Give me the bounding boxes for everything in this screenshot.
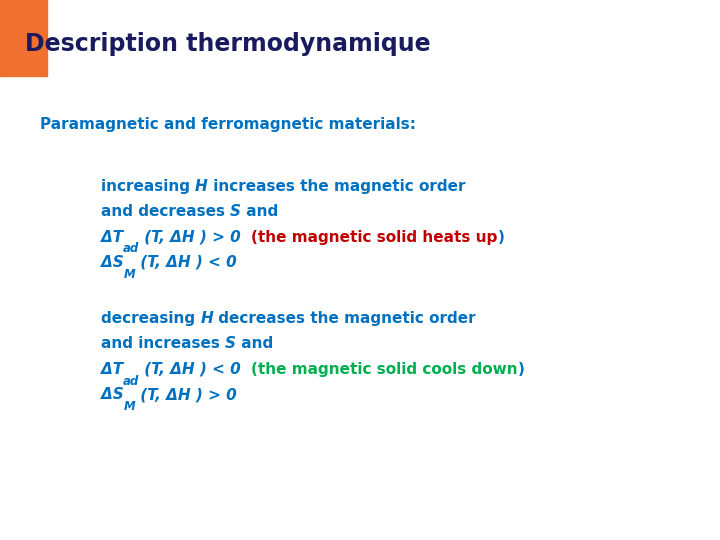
Text: ΔT: ΔT [101, 230, 123, 245]
Text: ): ) [498, 230, 505, 245]
Text: ad: ad [123, 242, 139, 255]
Text: decreases the magnetic order: decreases the magnetic order [213, 311, 475, 326]
Text: S: S [225, 336, 236, 352]
Text: (the magnetic solid cools down: (the magnetic solid cools down [251, 362, 518, 377]
Text: (T, ΔH ) > 0: (T, ΔH ) > 0 [135, 387, 237, 402]
Text: H: H [200, 311, 213, 326]
Text: Description thermodynamique: Description thermodynamique [25, 32, 431, 56]
Text: (T, ΔH ) < 0: (T, ΔH ) < 0 [139, 362, 251, 377]
Text: (T, ΔH ) < 0: (T, ΔH ) < 0 [135, 255, 237, 270]
Text: ΔS: ΔS [101, 255, 124, 270]
Text: H: H [195, 179, 208, 194]
Text: and: and [241, 204, 279, 219]
Text: ): ) [518, 362, 525, 377]
Text: Paramagnetic and ferromagnetic materials:: Paramagnetic and ferromagnetic materials… [40, 117, 415, 132]
Text: (the magnetic solid heats up: (the magnetic solid heats up [251, 230, 498, 245]
Text: M: M [124, 400, 135, 413]
Text: ΔT: ΔT [101, 362, 123, 377]
Text: and increases: and increases [101, 336, 225, 352]
Text: M: M [124, 268, 135, 281]
Text: ΔS: ΔS [101, 387, 124, 402]
Text: and decreases: and decreases [101, 204, 230, 219]
Text: S: S [230, 204, 241, 219]
Text: (T, ΔH ) > 0: (T, ΔH ) > 0 [139, 230, 251, 245]
Text: and: and [236, 336, 273, 352]
Text: decreasing: decreasing [101, 311, 200, 326]
Text: increases the magnetic order: increases the magnetic order [208, 179, 465, 194]
Text: increasing: increasing [101, 179, 195, 194]
Text: ad: ad [123, 375, 139, 388]
